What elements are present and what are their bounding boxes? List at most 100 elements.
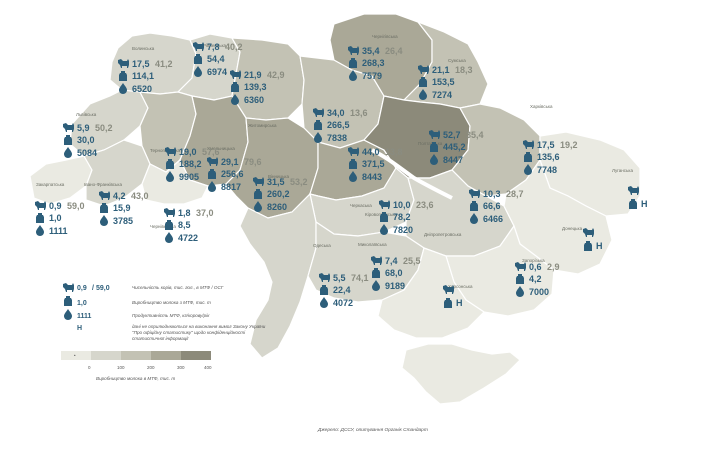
region-kherson (377, 247, 485, 339)
milk-can-icon (254, 189, 262, 199)
cows-value: 19,0 (179, 147, 197, 157)
milk-value: 188,2 (179, 159, 202, 169)
drop-icon (36, 225, 44, 236)
drop-icon (254, 201, 262, 212)
cows-value: 34,0 (327, 108, 345, 118)
milk-value: 66,6 (483, 201, 501, 211)
yield-value: 4722 (178, 233, 198, 243)
region-name-volyn: Волинська (132, 46, 155, 51)
region-ivanofrankivsk (83, 139, 151, 207)
drop-icon (194, 66, 202, 77)
milk-can-icon (470, 201, 478, 211)
legend-milk-description: Виробництво молока з МТФ, тис. т (132, 300, 211, 305)
legend-cows-description: Чисельність корів, тис. гол., в МТФ / ОС… (132, 285, 224, 290)
yield-value: 8443 (362, 172, 382, 182)
milk-value: 30,0 (77, 135, 95, 145)
yield-value: 8260 (267, 202, 287, 212)
yield-value: 8817 (221, 182, 241, 192)
dnipro-river (371, 148, 453, 200)
milk-can-icon (419, 77, 427, 87)
cows-value: 10,3 (483, 189, 501, 199)
cow-icon (118, 59, 129, 68)
farms-value: 40,2 (225, 42, 243, 52)
farms-value: 37,0 (196, 208, 214, 218)
region-odesa (239, 192, 317, 359)
region-name-odesa: Одеська (313, 243, 331, 248)
confidential-marker: Н (596, 241, 603, 251)
legend-n-description-line2: "Про офіційну статистику" щодо конфіденц… (132, 329, 246, 335)
yield-value: 4072 (333, 298, 353, 308)
confidential-marker: Н (456, 298, 463, 308)
cows-value: 31,5 (267, 177, 285, 187)
region-name-mykolaiv: Миколаївська (358, 242, 387, 247)
milk-can-icon (64, 135, 72, 145)
milk-can-icon (320, 285, 328, 295)
stat-block-chernivtsi: 1,8 37,0 8,5 4722 (164, 208, 214, 243)
milk-can-icon (444, 298, 452, 308)
cows-value: 21,1 (432, 65, 450, 75)
confidential-marker: Н (641, 199, 648, 209)
region-name-vinnytsia: Вінницька (268, 174, 289, 179)
drop-icon (314, 132, 322, 143)
stat-block-dnipro: 10,3 28,7 66,6 6466 (469, 189, 524, 224)
cows-value: 17,5 (132, 59, 150, 69)
drop-icon (349, 70, 357, 81)
milk-value: 135,6 (537, 152, 560, 162)
region-name-sumy: Сумська (448, 58, 466, 63)
scale-swatch-0 (61, 351, 91, 360)
cow-icon (348, 46, 359, 55)
milk-can-icon (194, 54, 202, 64)
cow-icon (371, 256, 382, 265)
region-name-ivanofrankivsk: Івано-Франківська (84, 182, 122, 187)
cows-value: 52,7 (443, 130, 461, 140)
drop-icon (64, 147, 72, 158)
cow-icon (35, 201, 46, 210)
yield-value: 9189 (385, 281, 405, 291)
milk-can-icon (231, 82, 239, 92)
farms-value: 53,2 (290, 177, 308, 187)
farms-value: 19,2 (560, 140, 578, 150)
cow-icon (319, 273, 330, 282)
stat-block-kirovohrad: 10,0 23,6 78,2 7820 (379, 200, 434, 235)
scale-label-1: 100 (117, 365, 125, 370)
legend-n-description-line1: дані не оприлюднюються на виконання вимо… (132, 324, 266, 329)
cows-value: 0,9 (49, 201, 62, 211)
farms-value: 23,6 (416, 200, 434, 210)
yield-value: 6974 (207, 67, 227, 77)
cows-value: 1,8 (178, 208, 191, 218)
stat-block-luhansk: Н (628, 186, 648, 209)
cow-icon (418, 65, 429, 74)
cows-value: 35,4 (362, 46, 380, 56)
drop-icon (208, 181, 216, 192)
yield-value: 5084 (77, 148, 97, 158)
milk-value: 114,1 (132, 71, 154, 81)
farms-value: 74,1 (351, 273, 369, 283)
yield-value: 8447 (443, 155, 463, 165)
drop-icon (372, 280, 380, 291)
legend-cow-icon (63, 283, 74, 292)
milk-can-icon (314, 120, 322, 130)
milk-can-icon (430, 142, 438, 152)
legend-drop-icon (64, 309, 72, 320)
milk-value: 78,2 (393, 212, 411, 222)
region-name-cherkasy: Черкаська (350, 203, 372, 208)
milk-can-icon (119, 71, 127, 81)
cow-icon (429, 130, 440, 139)
farms-value: 59,0 (67, 201, 85, 211)
region-name-khmelnytskyi: Хмельницька (207, 146, 235, 151)
yield-value: 6466 (483, 214, 503, 224)
region-name-poltava: Полтавська (418, 141, 443, 146)
scale-label-2: 200 (147, 365, 155, 370)
cow-icon (313, 108, 324, 117)
legend-farms-value: 59,0 (96, 285, 110, 292)
scale-swatch-4 (181, 351, 211, 360)
farms-value: 50,2 (95, 123, 113, 133)
milk-value: 371,5 (362, 159, 385, 169)
cows-value: 17,5 (537, 140, 555, 150)
legend-n-value: Н (77, 325, 82, 332)
region-name-lviv: Львівська (76, 112, 97, 117)
